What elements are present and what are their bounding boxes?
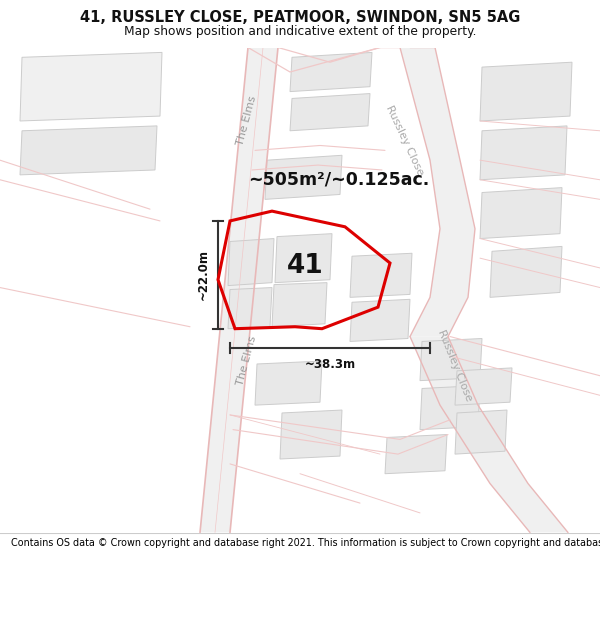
Polygon shape xyxy=(228,239,274,286)
Text: Contains OS data © Crown copyright and database right 2021. This information is : Contains OS data © Crown copyright and d… xyxy=(11,538,600,548)
Polygon shape xyxy=(290,94,370,131)
Text: Russley Close: Russley Close xyxy=(436,329,474,403)
Polygon shape xyxy=(280,410,342,459)
Polygon shape xyxy=(480,62,572,121)
Polygon shape xyxy=(490,246,562,298)
Polygon shape xyxy=(350,299,410,341)
Polygon shape xyxy=(380,48,475,336)
Polygon shape xyxy=(410,336,568,532)
Polygon shape xyxy=(275,234,332,282)
Polygon shape xyxy=(455,368,512,405)
Polygon shape xyxy=(255,361,322,405)
Polygon shape xyxy=(420,386,480,429)
Polygon shape xyxy=(265,155,342,199)
Polygon shape xyxy=(228,288,272,329)
Polygon shape xyxy=(272,282,327,327)
Polygon shape xyxy=(350,253,412,298)
Text: The Elms: The Elms xyxy=(236,335,259,387)
Text: The Elms: The Elms xyxy=(236,95,259,147)
Polygon shape xyxy=(20,52,162,121)
Polygon shape xyxy=(200,48,278,532)
Text: ~505m²/~0.125ac.: ~505m²/~0.125ac. xyxy=(248,171,429,189)
Polygon shape xyxy=(455,410,507,454)
Polygon shape xyxy=(480,188,562,239)
Text: Russley Close: Russley Close xyxy=(385,104,425,178)
Polygon shape xyxy=(385,434,447,474)
Polygon shape xyxy=(480,126,567,180)
Text: ~22.0m: ~22.0m xyxy=(197,249,210,301)
Text: 41: 41 xyxy=(287,253,323,279)
Polygon shape xyxy=(290,52,372,92)
Polygon shape xyxy=(420,339,482,381)
Text: ~38.3m: ~38.3m xyxy=(304,358,356,371)
Text: 41, RUSSLEY CLOSE, PEATMOOR, SWINDON, SN5 5AG: 41, RUSSLEY CLOSE, PEATMOOR, SWINDON, SN… xyxy=(80,11,520,26)
Text: Map shows position and indicative extent of the property.: Map shows position and indicative extent… xyxy=(124,25,476,38)
Polygon shape xyxy=(20,126,157,175)
